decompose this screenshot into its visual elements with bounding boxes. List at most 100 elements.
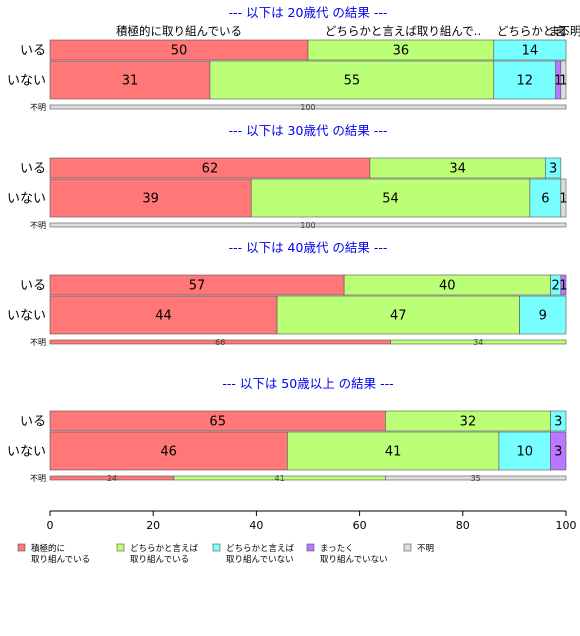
panel-title: --- 以下は 20歳代 の結果 --- bbox=[229, 5, 388, 20]
data-label: 14 bbox=[522, 44, 539, 59]
bar-segment bbox=[209, 60, 495, 100]
data-label: 3 bbox=[554, 415, 562, 430]
legend-swatch bbox=[212, 543, 221, 552]
legend-swatch bbox=[116, 543, 125, 552]
bar-segment bbox=[49, 60, 211, 100]
row-label: いない bbox=[7, 445, 46, 460]
row-label: いない bbox=[7, 192, 46, 207]
legend-label: まったく取り組んでいない bbox=[320, 544, 388, 565]
data-label: 12 bbox=[516, 74, 533, 89]
bar-segment bbox=[529, 178, 562, 218]
legend-label: 積極的に取り組んでいる bbox=[31, 543, 90, 565]
bar-segment bbox=[560, 274, 567, 296]
data-label: 39 bbox=[142, 192, 159, 207]
x-tick-label: 0 bbox=[47, 519, 54, 532]
bar-segment bbox=[550, 410, 567, 432]
data-label: 54 bbox=[382, 192, 399, 207]
x-tick-label: 20 bbox=[146, 519, 160, 532]
bar-segment bbox=[287, 431, 500, 471]
bar-segment bbox=[49, 178, 252, 218]
data-label: 100 bbox=[300, 221, 315, 230]
row-label: いない bbox=[7, 74, 46, 89]
top-series-label: 不明 bbox=[559, 24, 580, 38]
data-label: 66 bbox=[215, 338, 225, 347]
data-label: 50 bbox=[171, 44, 188, 59]
legend-label-line: 積極的に bbox=[31, 543, 65, 554]
data-label: 41 bbox=[275, 474, 285, 483]
row-label: 不明 bbox=[30, 474, 46, 483]
x-tick-label: 60 bbox=[353, 519, 367, 532]
legend-label-line: 取り組んでいる bbox=[130, 554, 189, 565]
row-label: いる bbox=[20, 279, 46, 294]
data-label: 36 bbox=[393, 44, 410, 59]
legend-label: 不明 bbox=[417, 544, 434, 554]
bar-segment bbox=[545, 157, 562, 179]
panel-title: --- 以下は 50歳以上 の結果 --- bbox=[222, 376, 393, 391]
data-label: 2 bbox=[552, 279, 560, 294]
data-label: 62 bbox=[202, 162, 219, 177]
data-label: 40 bbox=[439, 279, 456, 294]
bar-segment bbox=[390, 339, 567, 345]
bar-segment bbox=[519, 295, 567, 335]
data-label: 6 bbox=[541, 192, 549, 207]
row-label: 不明 bbox=[30, 338, 46, 347]
bar-segment bbox=[250, 178, 531, 218]
data-label: 1 bbox=[554, 74, 562, 89]
data-label: 34 bbox=[473, 338, 483, 347]
panel-title: --- 以下は 40歳代 の結果 --- bbox=[229, 240, 388, 255]
x-tick-label: 100 bbox=[556, 519, 577, 532]
bar-segment bbox=[550, 431, 567, 471]
row-label: いない bbox=[7, 309, 46, 324]
legend-label-line: 取り組んでいない bbox=[226, 554, 294, 565]
bar-segment bbox=[49, 222, 567, 228]
top-series-label: ま.. bbox=[549, 24, 568, 38]
row-label: いる bbox=[20, 162, 46, 177]
data-label: 57 bbox=[189, 279, 206, 294]
data-label: 1 bbox=[559, 279, 567, 294]
data-label: 65 bbox=[209, 415, 226, 430]
legend-swatch bbox=[17, 543, 26, 552]
data-label: 32 bbox=[460, 415, 477, 430]
data-label: 41 bbox=[385, 445, 402, 460]
bar-segment bbox=[49, 431, 288, 471]
data-label: 44 bbox=[155, 309, 172, 324]
bar-segment bbox=[493, 39, 567, 61]
legend-label-line: どちらかと言えば bbox=[130, 543, 199, 554]
legend-label-line: 取り組んでいない bbox=[320, 554, 388, 565]
legend-label-line: まったく bbox=[320, 544, 354, 554]
bar-segment bbox=[560, 178, 567, 218]
row-label: 不明 bbox=[30, 103, 46, 112]
data-label: 55 bbox=[344, 74, 361, 89]
row-label: いる bbox=[20, 415, 46, 430]
top-series-label: どちらかと言えば取り組んで.. bbox=[325, 24, 481, 38]
panel-title: --- 以下は 30歳代 の結果 --- bbox=[229, 123, 388, 138]
data-label: 1 bbox=[559, 192, 567, 207]
x-tick-label: 40 bbox=[249, 519, 263, 532]
data-label: 35 bbox=[471, 474, 481, 483]
data-label: 3 bbox=[554, 445, 562, 460]
legend-label-line: 不明 bbox=[417, 544, 434, 554]
legend-swatch bbox=[403, 543, 412, 552]
bar-segment bbox=[385, 475, 567, 481]
data-label: 24 bbox=[107, 474, 117, 483]
data-label: 3 bbox=[549, 162, 557, 177]
data-label: 31 bbox=[122, 74, 139, 89]
bar-segment bbox=[276, 295, 520, 335]
bar-segment bbox=[560, 60, 567, 100]
legend-swatch bbox=[306, 543, 315, 552]
bar-segment bbox=[49, 295, 278, 335]
x-tick-label: 80 bbox=[456, 519, 470, 532]
data-label: 34 bbox=[449, 162, 466, 177]
data-label: 47 bbox=[390, 309, 407, 324]
legend-label: どちらかと言えば取り組んでいない bbox=[226, 543, 295, 565]
row-label: 不明 bbox=[30, 221, 46, 230]
top-series-label: どちらかと言.. bbox=[497, 24, 573, 38]
bar-segment bbox=[49, 104, 567, 110]
top-series-label: 積極的に取り組んでいる bbox=[116, 24, 242, 38]
data-label: 10 bbox=[516, 445, 533, 460]
legend-label-line: どちらかと言えば bbox=[226, 543, 295, 554]
data-label: 100 bbox=[300, 103, 315, 112]
data-label: 9 bbox=[539, 309, 547, 324]
